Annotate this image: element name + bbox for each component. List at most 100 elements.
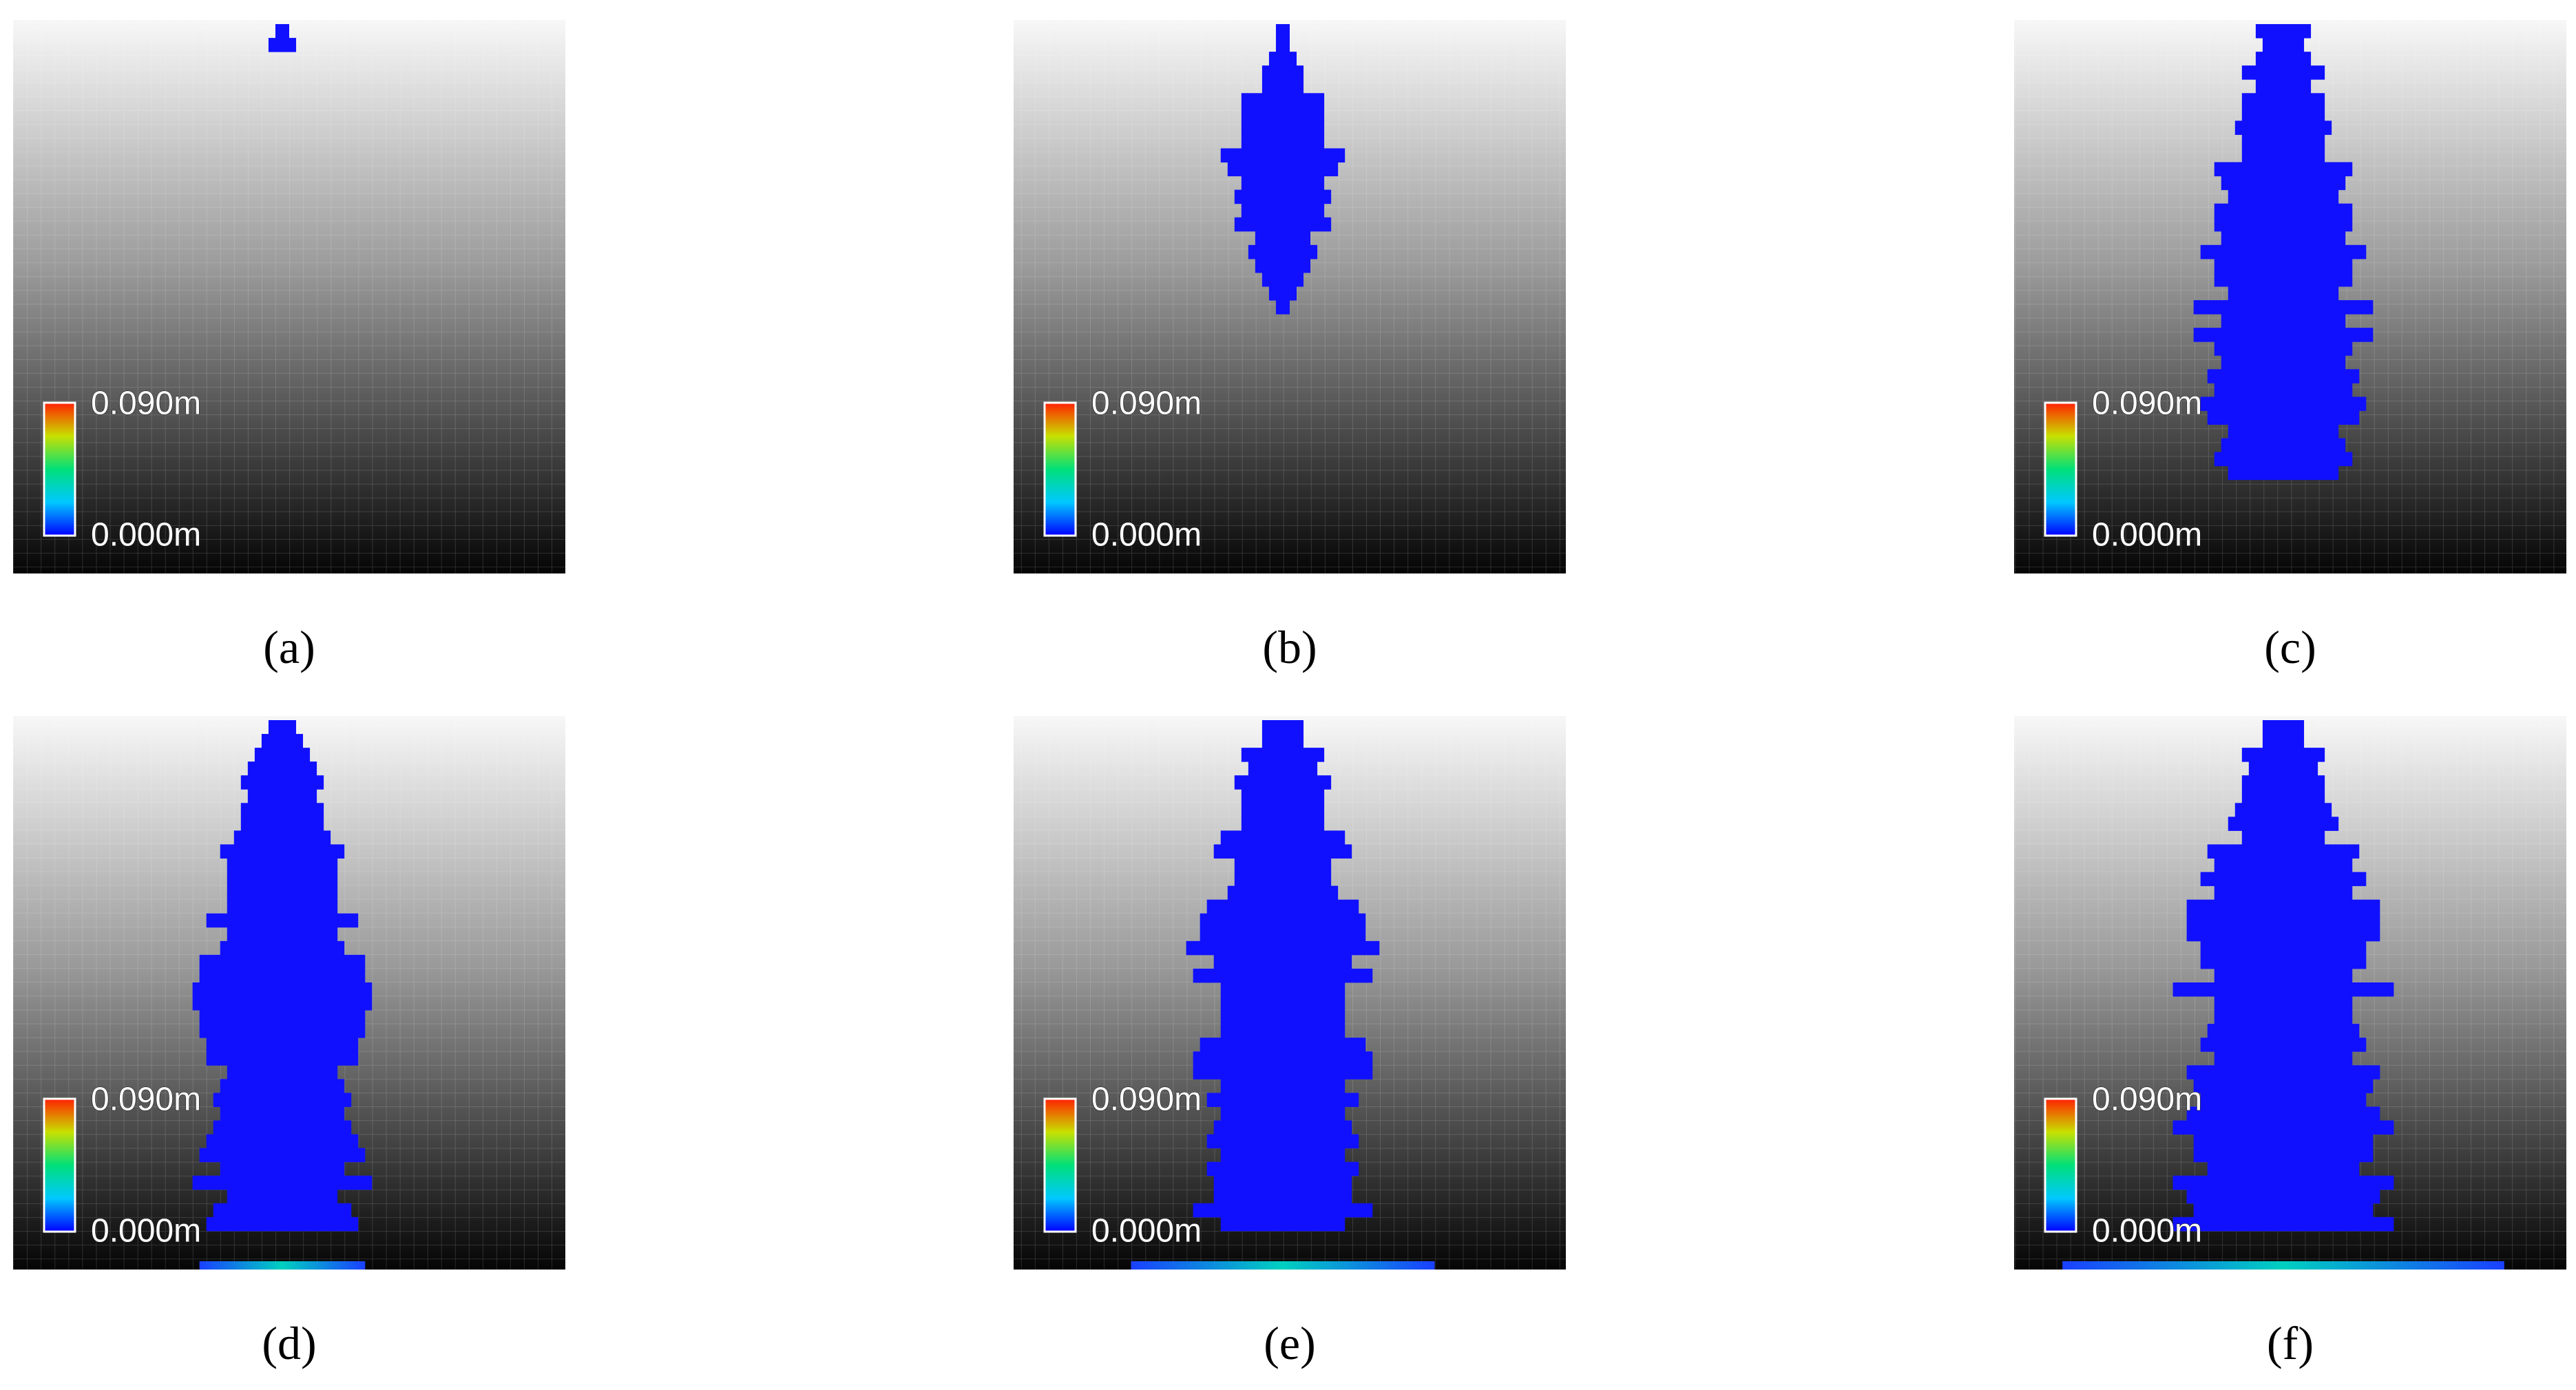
flow-blob [1220,830,1345,845]
flow-blob [254,748,311,762]
flow-blob [1220,148,1345,163]
flow-blob [213,1203,352,1218]
panel-label: (b) [1262,621,1317,673]
panel-grid [13,20,565,573]
flow-blob [213,1120,352,1135]
flow-blob [220,1079,345,1093]
flow-blob [2214,858,2353,873]
flow-blob [199,1010,366,1024]
flow-blob [2207,369,2360,383]
flow-blob [1227,885,1339,901]
flow-blob [1241,93,1325,107]
flow-blob [2193,1148,2374,1163]
flow-blob [2186,899,2380,914]
flow-strip [199,1261,366,1270]
colorbar-min-label: 0.000m [1091,517,1202,554]
flow-blob [240,775,324,790]
panel: 0.090m 0.000m (e) [1014,716,1566,1369]
colorbar-max-label: 0.090m [2092,386,2202,422]
flow-blob [220,1161,345,1177]
flow-blob [1213,1189,1352,1204]
flow-blob [1275,300,1290,315]
flow-blob [1241,134,1325,149]
flow-blob [213,1093,352,1107]
flow-blob [1213,1120,1352,1135]
flow-blob [2214,1010,2353,1024]
flow-blob [2262,720,2305,735]
flow-blob [1220,982,1345,997]
flow-blob [2241,93,2325,107]
colorbar-max-label: 0.090m [2092,1082,2202,1118]
flow-blob [2200,954,2367,969]
flow-blob [227,899,338,914]
colorbar-min-label: 0.000m [91,517,201,554]
colorbar [1043,401,1077,537]
flow-blob [2214,968,2353,983]
colorbar-min-label: 0.000m [2092,517,2202,554]
flow-strip [1131,1261,1435,1270]
flow-blob [206,1051,359,1066]
panel-label: (e) [1264,1317,1315,1369]
panel: 0.090m 0.000m (b) [1014,20,1566,673]
flow-blob [227,1189,338,1204]
flow-blob [227,872,338,887]
flow-blob [240,803,324,817]
flow-blob [1241,789,1325,803]
flow-blob [1193,968,1373,983]
flow-blob [1206,1134,1359,1149]
flow-blob [1200,1038,1366,1052]
flow-blob [2241,830,2325,845]
flow-blob [2186,1189,2380,1204]
colorbar-max-label: 0.090m [91,386,201,422]
flow-blob [1275,24,1290,39]
flow-blob [2262,734,2305,748]
flow-blob [240,817,324,831]
flow-blob [1241,176,1325,191]
flow-blob [1241,107,1325,121]
colorbar [2044,401,2077,537]
flow-blob [227,885,338,901]
flow-blob [268,720,297,735]
flow-blob [1220,1148,1345,1163]
flow-blob [220,1106,345,1121]
flow-blob [2241,134,2325,149]
flow-blob [2221,438,2346,453]
flow-blob [206,1134,359,1149]
flow-blob [2207,1024,2360,1038]
colorbar [1043,1097,1077,1233]
flow-blob [1220,996,1345,1011]
panel: 0.090m 0.000m (f) [2014,716,2566,1369]
flow-blob [2221,231,2346,246]
flow-blob [2193,300,2374,315]
flow-blob [2214,272,2353,287]
flow-blob [1241,817,1325,831]
flow-blob [2234,803,2332,817]
flow-blob [1261,65,1304,80]
flow-blob [2241,789,2325,803]
flow-blob [199,954,366,969]
flow-blob [227,927,338,942]
panel: 0.090m 0.000m (d) [13,716,565,1369]
flow-blob [2248,761,2318,776]
flow-blob [268,38,297,52]
panel: 0.090m 0.000m (a) [13,20,565,673]
flow-blob [2214,258,2353,273]
panel-label: (d) [262,1317,316,1369]
flow-blob [2207,844,2360,859]
flow-blob [2241,65,2325,80]
flow-blob [2228,286,2339,301]
flow-strip [2062,1261,2504,1270]
flow-blob [1200,927,1366,942]
flow-blob [199,1148,366,1163]
colorbar-min-label: 0.000m [2092,1213,2202,1250]
flow-blob [1193,1051,1373,1066]
colorbar-min-label: 0.000m [1091,1213,1202,1250]
flow-blob [1234,858,1332,873]
flow-blob [247,761,317,776]
flow-blob [2186,913,2380,928]
flow-blob [1255,231,1311,246]
panel-label: (f) [2267,1317,2314,1369]
flow-blob [247,789,317,803]
panel-label: (a) [263,621,315,673]
